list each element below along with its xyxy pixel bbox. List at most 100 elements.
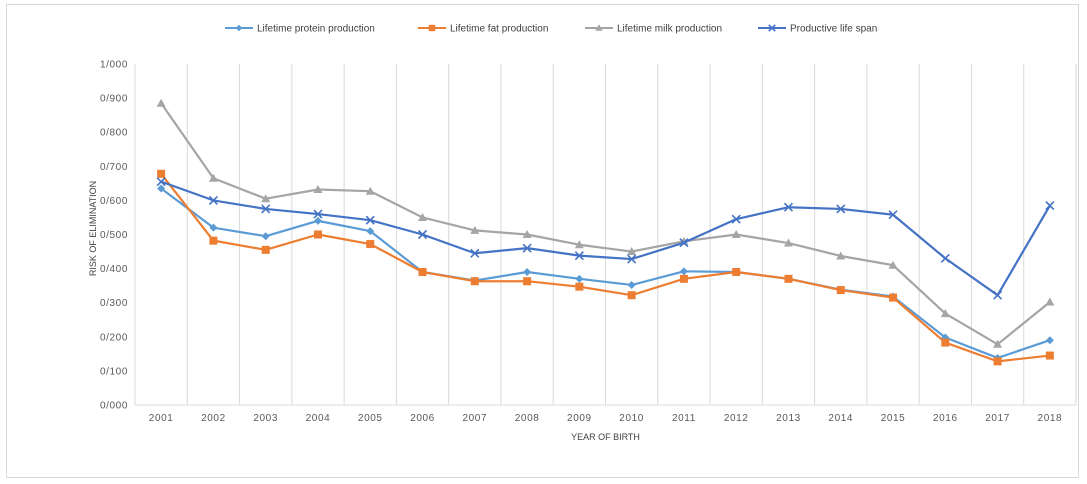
- series: [156, 98, 1055, 348]
- data-point: [783, 238, 793, 247]
- y-tick-label: 0/000: [100, 401, 128, 412]
- series-line: [160, 173, 1050, 363]
- data-point: [783, 202, 794, 212]
- data-point: [836, 204, 846, 214]
- x-tick-label: 2014: [828, 413, 853, 424]
- data-point: [941, 338, 950, 347]
- x-tick-label: 2012: [724, 413, 749, 424]
- data-point: [993, 290, 1003, 300]
- y-tick-label: 0/900: [100, 94, 128, 105]
- data-point: [627, 291, 636, 300]
- data-point: [428, 24, 436, 32]
- chart-frame: [6, 4, 1079, 478]
- series: [157, 169, 1054, 366]
- data-point: [575, 282, 584, 291]
- data-point: [574, 240, 584, 249]
- data-point: [470, 277, 479, 286]
- y-axis-ticks: 0/000 0/100 0/200 0/300 0/400 0/500 0/600 0/700…: [100, 60, 128, 412]
- x-tick-label: 2004: [306, 413, 331, 424]
- x-axis-ticks: 2001 2002 2003 2004 2005 2006 2007 2008 2009 2010…: [149, 413, 1062, 424]
- data-point: [836, 251, 846, 260]
- y-tick-label: 0/300: [100, 298, 128, 309]
- data-point: [208, 195, 218, 205]
- legend-label: Lifetime fat production: [450, 24, 548, 35]
- y-tick-label: 0/700: [100, 162, 128, 173]
- legend-item: Lifetime protein production: [225, 24, 375, 35]
- x-tick-label: 2008: [515, 413, 540, 424]
- data-point: [470, 225, 480, 234]
- data-point: [208, 173, 218, 182]
- y-tick-label: 0/600: [100, 196, 128, 207]
- data-point: [784, 274, 793, 283]
- x-tick-label: 2009: [567, 413, 592, 424]
- data-point: [679, 274, 688, 283]
- x-axis-title: YEAR OF BIRTH: [571, 432, 640, 442]
- data-point: [575, 274, 584, 283]
- series-line: [160, 180, 1051, 297]
- data-point: [366, 227, 375, 236]
- data-point: [522, 230, 532, 238]
- legend-label: Lifetime protein production: [257, 24, 375, 35]
- data-point: [731, 214, 741, 224]
- x-tick-label: 2017: [985, 413, 1010, 424]
- data-point: [261, 194, 271, 203]
- data-point: [732, 268, 741, 277]
- data-point: [365, 215, 375, 225]
- y-tick-label: 0/100: [100, 366, 128, 377]
- data-point: [993, 357, 1002, 366]
- data-point: [627, 280, 636, 289]
- data-point: [836, 286, 845, 295]
- data-point: [156, 98, 166, 107]
- data-point: [313, 184, 323, 193]
- data-point: [366, 240, 375, 249]
- data-point: [993, 339, 1003, 348]
- data-point: [768, 24, 776, 32]
- data-point: [574, 251, 584, 261]
- data-point: [627, 247, 637, 256]
- data-point: [313, 230, 322, 239]
- data-point: [731, 230, 741, 238]
- series: [156, 177, 1055, 300]
- legend-label: Lifetime milk production: [617, 24, 722, 35]
- x-tick-label: 2007: [462, 413, 487, 424]
- legend: Lifetime protein production Lifetime fat …: [225, 24, 877, 35]
- data-point: [418, 212, 428, 221]
- data-point: [523, 277, 532, 286]
- y-tick-label: 0/500: [100, 230, 128, 241]
- data-point: [209, 223, 218, 232]
- data-point: [157, 184, 166, 193]
- data-point: [1045, 200, 1055, 211]
- series-group: [156, 98, 1055, 366]
- data-point: [470, 248, 480, 258]
- series-line: [160, 187, 1051, 360]
- data-point: [627, 254, 637, 264]
- data-point: [889, 293, 898, 302]
- data-point: [313, 209, 323, 219]
- data-point: [522, 243, 532, 253]
- y-tick-label: 1/000: [100, 60, 128, 71]
- x-tick-label: 2015: [881, 413, 906, 424]
- data-point: [679, 267, 688, 276]
- data-point: [418, 268, 427, 277]
- data-point: [209, 236, 218, 245]
- x-tick-label: 2010: [619, 413, 644, 424]
- data-point: [595, 24, 603, 31]
- data-point: [261, 232, 270, 241]
- data-point: [940, 309, 950, 318]
- data-point: [523, 268, 532, 277]
- data-point: [679, 238, 689, 248]
- data-point: [235, 24, 243, 32]
- legend-item: Lifetime fat production: [418, 24, 548, 35]
- x-tick-label: 2006: [410, 413, 435, 424]
- y-tick-label: 0/800: [100, 128, 128, 139]
- data-point: [1045, 297, 1055, 306]
- legend-item: Productive life span: [758, 24, 877, 35]
- gridlines: [134, 64, 1077, 405]
- data-point: [156, 177, 166, 187]
- series-line: [160, 102, 1051, 346]
- legend-label: Productive life span: [790, 24, 877, 35]
- x-tick-label: 2013: [776, 413, 801, 424]
- x-tick-label: 2016: [933, 413, 958, 424]
- data-point: [313, 216, 322, 225]
